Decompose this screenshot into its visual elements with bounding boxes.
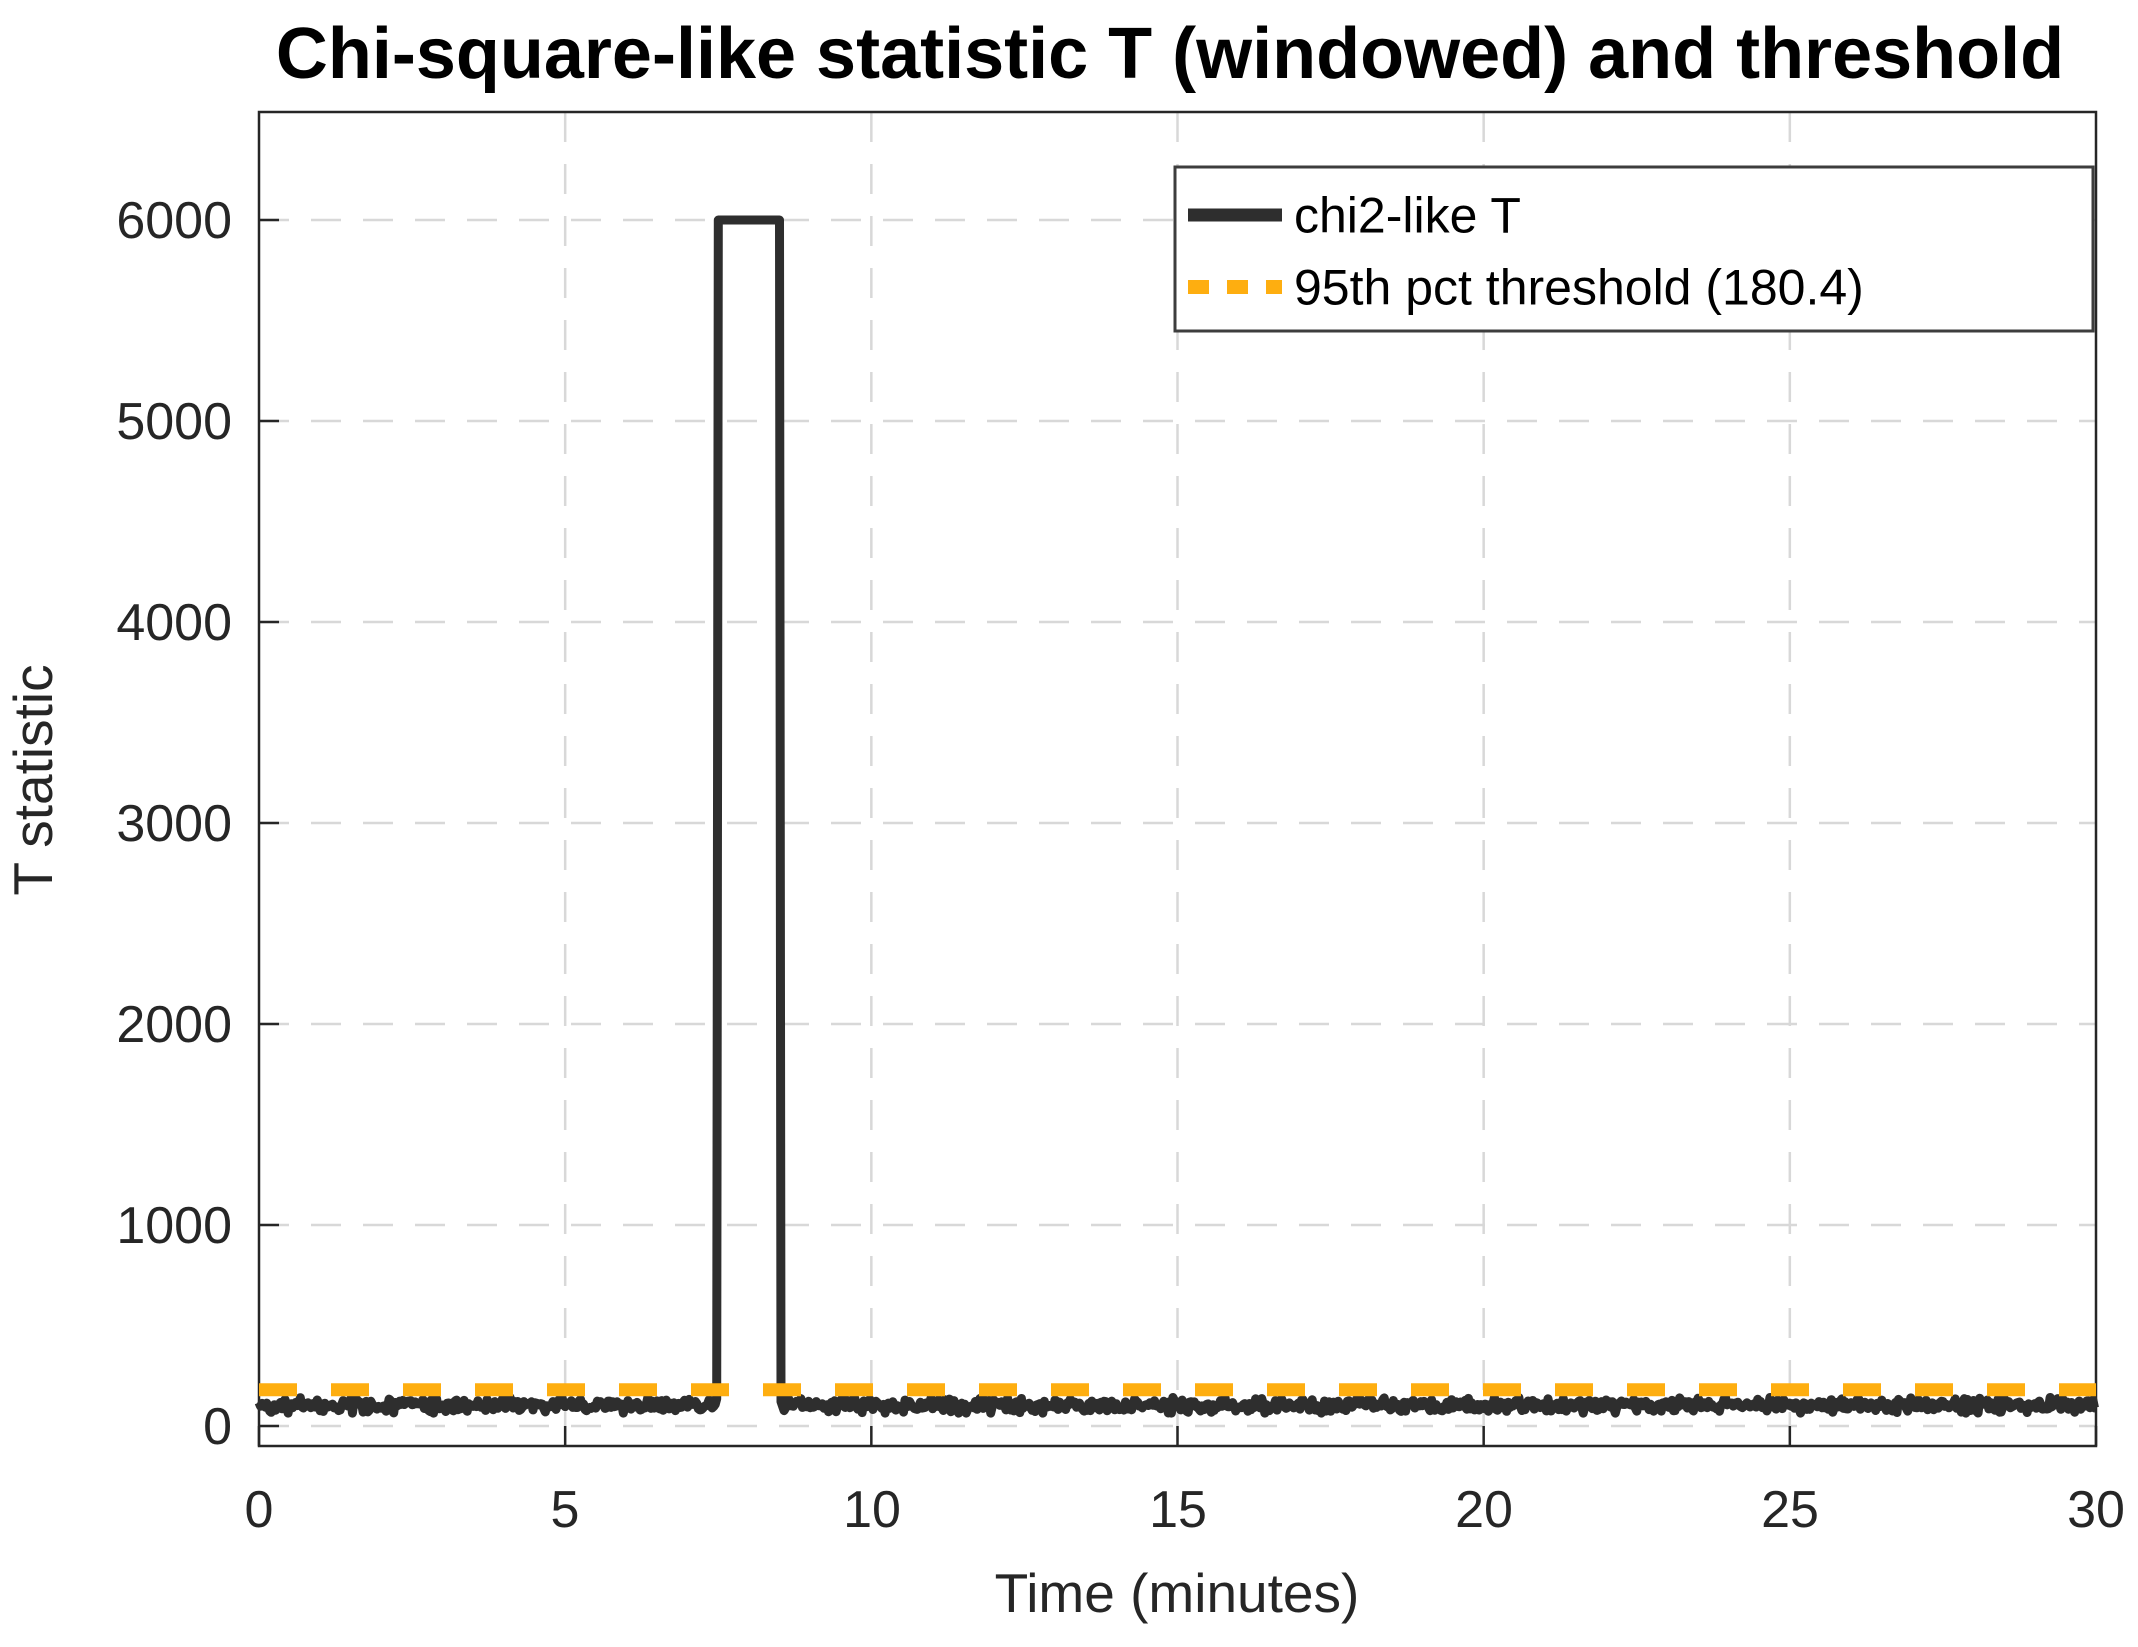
chart-title: Chi-square-like statistic T (windowed) a… [276, 14, 2064, 94]
y-tick-label: 2000 [116, 996, 232, 1054]
y-tick-label: 3000 [116, 795, 232, 853]
x-tick-label: 0 [245, 1481, 274, 1539]
y-tick-label: 4000 [116, 594, 232, 652]
x-tick-label: 20 [1455, 1481, 1513, 1539]
y-tick-label: 5000 [116, 393, 232, 451]
legend-label-chi2: chi2-like T [1294, 188, 1521, 244]
x-tick-label: 10 [843, 1481, 901, 1539]
y-tick-label: 6000 [116, 192, 232, 250]
legend-box [1173, 165, 2095, 333]
x-axis-label: Time (minutes) [995, 1562, 1360, 1624]
x-tick-label: 5 [551, 1481, 580, 1539]
x-tick-labels: 0 5 10 15 20 25 30 [245, 1481, 2125, 1539]
series-lines [254, 215, 2099, 1418]
y-tick-labels: 0 1000 2000 3000 4000 5000 6000 [116, 192, 232, 1456]
y-tick-label: 1000 [116, 1197, 232, 1255]
x-tick-label: 15 [1149, 1481, 1207, 1539]
series-chi2-line [254, 215, 2099, 1418]
axes-box [257, 110, 2098, 1448]
x-tick-label: 30 [2067, 1481, 2125, 1539]
x-tick-label: 25 [1761, 1481, 1819, 1539]
legend: chi2-like T 95th pct threshold (180.4) [1173, 165, 2095, 333]
y-axis-label: T statistic [2, 664, 64, 895]
legend-label-threshold: 95th pct threshold (180.4) [1294, 260, 1864, 316]
y-tick-label: 0 [203, 1398, 232, 1456]
